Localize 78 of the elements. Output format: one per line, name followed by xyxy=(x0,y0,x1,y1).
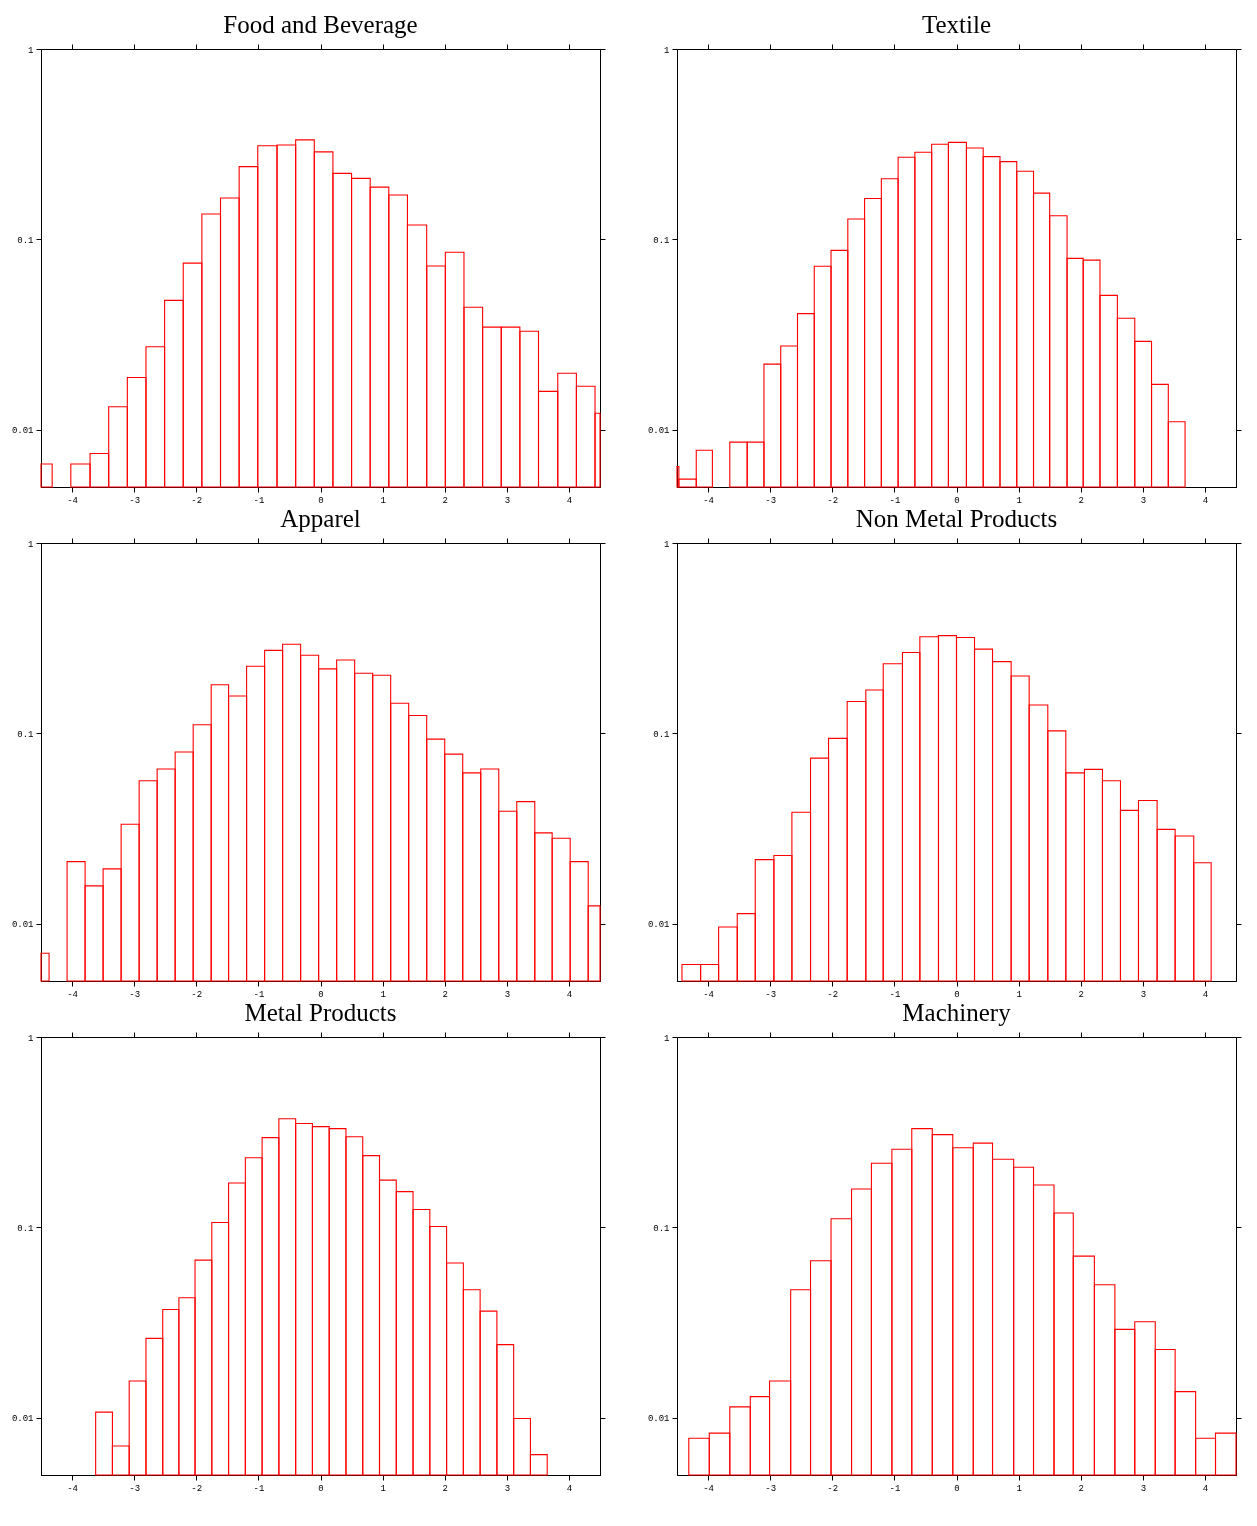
x-tick-label: 3 xyxy=(504,989,511,1000)
x-tick-label: 4 xyxy=(566,1483,573,1494)
y-tick-label: 0.01 xyxy=(11,920,34,931)
y-tick-label: 1 xyxy=(28,45,34,56)
chart-title: Textile xyxy=(921,10,992,38)
x-tick-label: -2 xyxy=(191,1483,203,1494)
x-tick-label: 0 xyxy=(954,989,960,1000)
x-tick-label: -3 xyxy=(129,989,141,1000)
chart-title: Machinery xyxy=(902,998,1012,1026)
x-tick-label: -3 xyxy=(129,1483,141,1494)
x-tick-label: -4 xyxy=(703,495,714,506)
x-tick-label: 1 xyxy=(1016,495,1022,506)
y-tick-label: 0.01 xyxy=(647,1414,670,1425)
y-tick-label: 0.01 xyxy=(647,920,670,931)
chart-title: Food and Beverage xyxy=(223,10,418,38)
x-tick-label: -1 xyxy=(889,989,901,1000)
y-tick-label: 0.1 xyxy=(653,235,670,246)
x-tick-label: -2 xyxy=(191,495,203,506)
y-tick-label: 0.1 xyxy=(17,1223,34,1234)
y-tick-label: 1 xyxy=(664,45,670,56)
x-tick-label: 3 xyxy=(1140,495,1147,506)
x-tick-label: 0 xyxy=(318,495,324,506)
x-tick-label: -4 xyxy=(703,989,714,1000)
x-tick-label: -1 xyxy=(253,1483,265,1494)
x-tick-label: -3 xyxy=(765,1483,777,1494)
x-tick-label: 2 xyxy=(442,989,448,1000)
x-tick-label: 2 xyxy=(442,1483,448,1494)
x-tick-label: 4 xyxy=(566,495,573,506)
x-tick-label: 1 xyxy=(380,1483,386,1494)
chart-title: Apparel xyxy=(280,504,361,532)
x-tick-label: 3 xyxy=(504,495,511,506)
x-tick-label: 4 xyxy=(1202,989,1209,1000)
chart-title: Metal Products xyxy=(244,998,397,1026)
x-tick-label: -3 xyxy=(129,495,141,506)
x-tick-label: 0 xyxy=(318,989,324,1000)
x-tick-label: -3 xyxy=(765,495,777,506)
y-tick-label: 0.1 xyxy=(653,1223,670,1234)
y-tick-label: 0.1 xyxy=(653,729,670,740)
x-tick-label: -1 xyxy=(253,495,265,506)
x-tick-label: -3 xyxy=(765,989,777,1000)
y-tick-label: 0.1 xyxy=(17,235,34,246)
x-tick-label: 2 xyxy=(1078,1483,1084,1494)
x-tick-label: 1 xyxy=(1016,989,1022,1000)
chart-title: Non Metal Products xyxy=(855,504,1058,532)
x-tick-label: 3 xyxy=(504,1483,511,1494)
x-tick-label: 2 xyxy=(1078,495,1084,506)
y-tick-label: 1 xyxy=(28,1033,34,1044)
x-tick-label: -2 xyxy=(191,989,203,1000)
x-tick-label: 0 xyxy=(954,1483,960,1494)
x-tick-label: -4 xyxy=(67,495,78,506)
x-tick-label: -1 xyxy=(889,495,901,506)
x-tick-label: -2 xyxy=(827,495,839,506)
x-tick-label: -4 xyxy=(67,989,78,1000)
x-tick-label: 2 xyxy=(1078,989,1084,1000)
x-tick-label: 1 xyxy=(1016,1483,1022,1494)
x-tick-label: -4 xyxy=(67,1483,78,1494)
x-tick-label: 4 xyxy=(566,989,573,1000)
x-tick-label: -4 xyxy=(703,1483,714,1494)
x-tick-label: -2 xyxy=(827,1483,839,1494)
x-tick-label: 2 xyxy=(442,495,448,506)
x-tick-label: 4 xyxy=(1202,495,1209,506)
x-tick-label: 3 xyxy=(1140,989,1147,1000)
y-tick-label: 0.01 xyxy=(11,1414,34,1425)
x-tick-label: 4 xyxy=(1202,1483,1209,1494)
x-tick-label: 0 xyxy=(954,495,960,506)
x-tick-label: -1 xyxy=(253,989,265,1000)
x-tick-label: 1 xyxy=(380,989,386,1000)
x-tick-label: 1 xyxy=(380,495,386,506)
y-tick-label: 0.1 xyxy=(17,729,34,740)
y-tick-label: 1 xyxy=(28,539,34,550)
y-tick-label: 1 xyxy=(664,539,670,550)
y-tick-label: 0.01 xyxy=(11,426,34,437)
x-tick-label: 0 xyxy=(318,1483,324,1494)
y-tick-label: 0.01 xyxy=(647,426,670,437)
x-tick-label: -1 xyxy=(889,1483,901,1494)
y-tick-label: 1 xyxy=(664,1033,670,1044)
x-tick-label: -2 xyxy=(827,989,839,1000)
x-tick-label: 3 xyxy=(1140,1483,1147,1494)
